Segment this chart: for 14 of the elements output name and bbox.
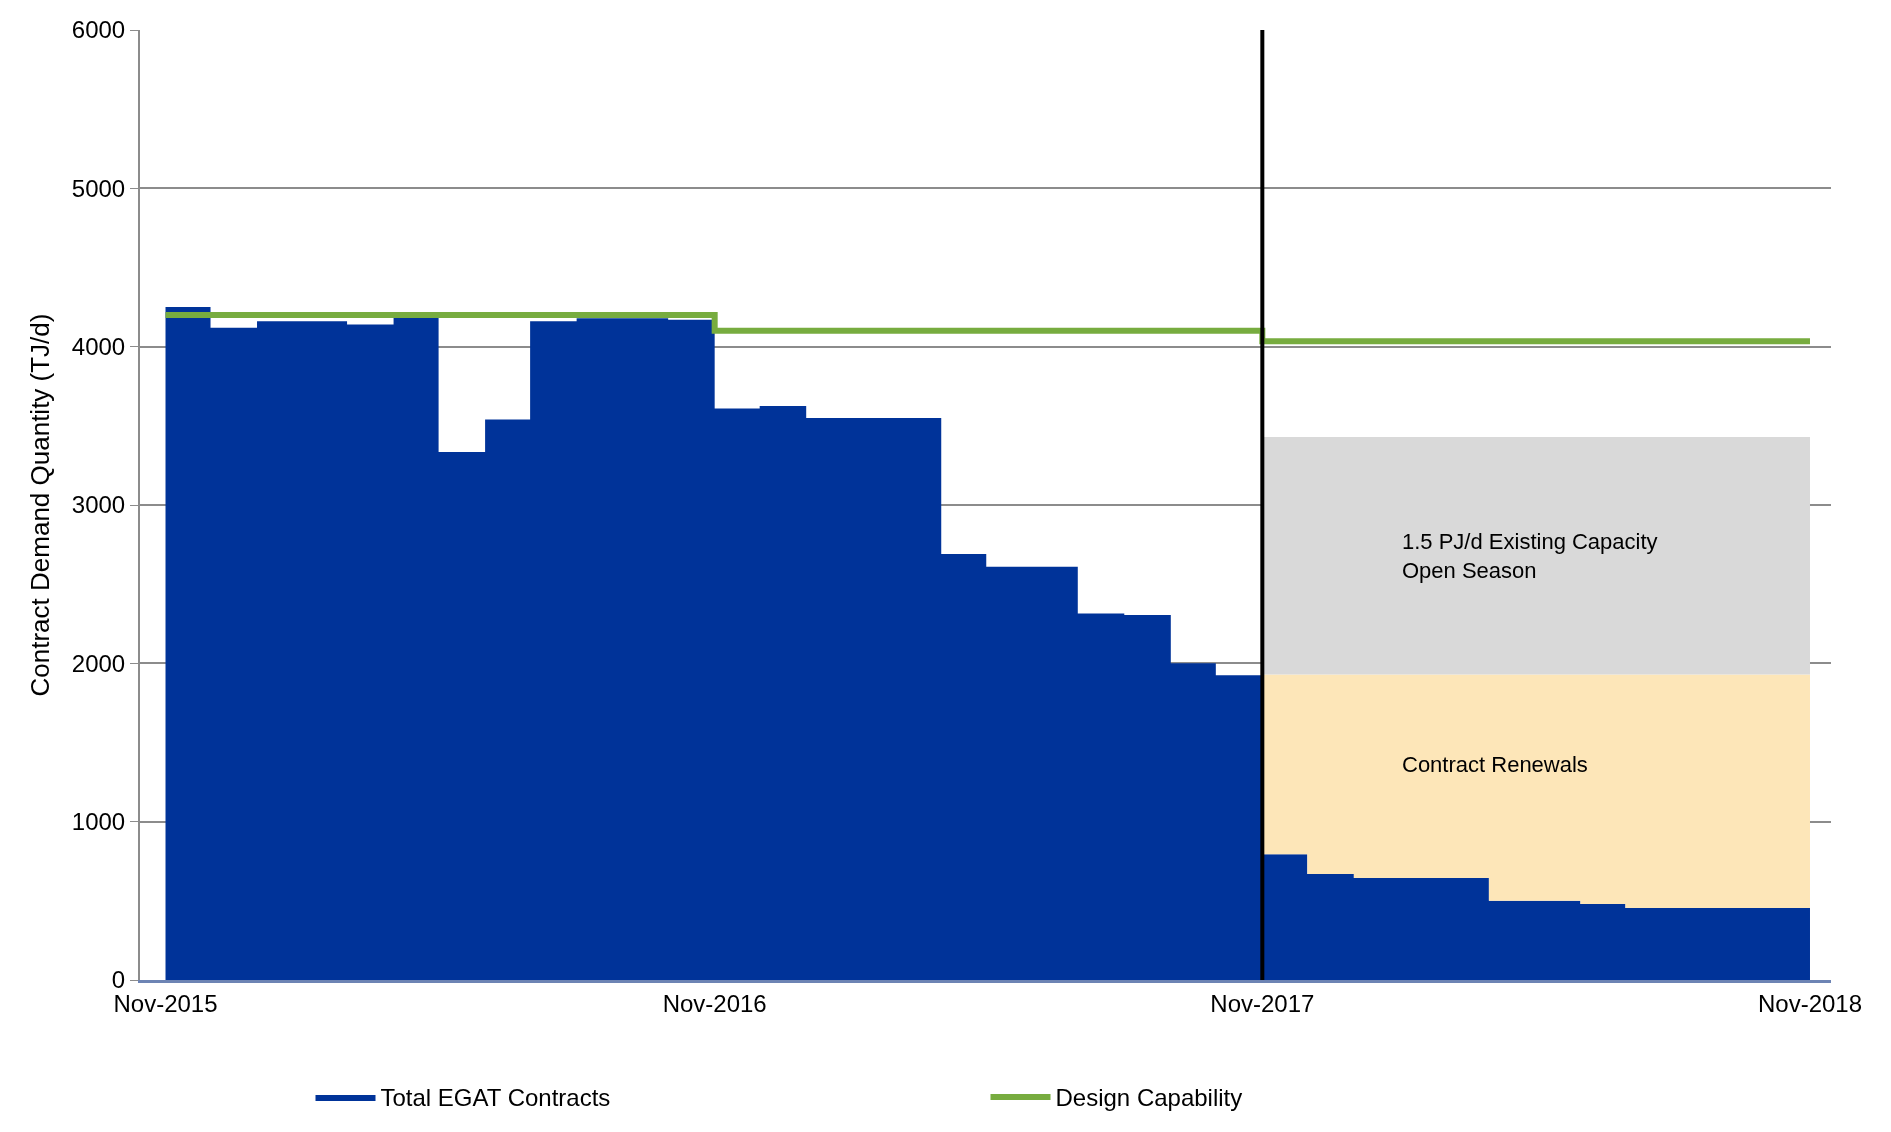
- y-tick-label: 1000: [71, 808, 126, 836]
- y-tick-label: 5000: [71, 174, 126, 202]
- series-label: Contract Renewals: [1402, 752, 1588, 777]
- y-tick-label: 4000: [71, 333, 126, 361]
- legend-label: Total EGAT Contracts: [380, 1084, 611, 1112]
- y-axis-title: Contract Demand Quantity (TJ/d): [24, 313, 55, 697]
- y-tick-label: 2000: [71, 649, 126, 677]
- legend-label: Design Capability: [1055, 1084, 1243, 1112]
- x-tick-label: Nov-2017: [1210, 989, 1315, 1017]
- x-tick-label: Nov-2016: [662, 989, 767, 1017]
- y-tick-label: 3000: [71, 491, 126, 519]
- series-label: 1.5 PJ/d Existing Capacity Open Season: [1402, 529, 1658, 583]
- y-tick-label: 6000: [71, 16, 126, 44]
- x-tick-label: Nov-2018: [1757, 989, 1863, 1017]
